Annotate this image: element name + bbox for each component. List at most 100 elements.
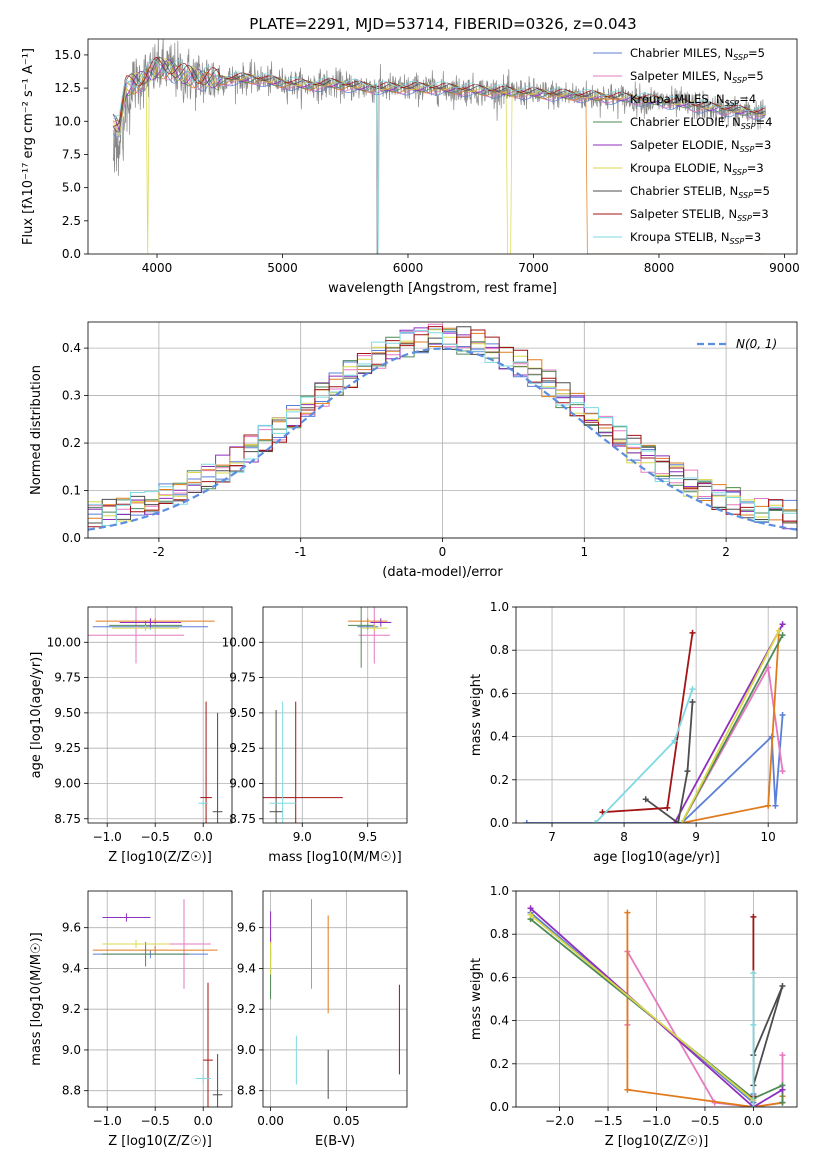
errorbar-chabrier-stelib — [212, 1054, 223, 1107]
weight-marker-salpeter-stelib — [689, 629, 696, 636]
spectrum-panel: 4000 5000 6000 7000 8000 9000 0.0 2.5 5.0 7.5 10.0… — [21, 38, 800, 296]
x-axis-label: E(B-V) — [315, 1134, 355, 1149]
weight-marker-chabrier-stelib — [779, 983, 786, 990]
errorbar-salpeter-elodie — [119, 618, 182, 627]
y-tick-label: 8.75 — [54, 812, 81, 826]
x-tick-label: −1.0 — [642, 1114, 671, 1128]
weight-marker-salpeter-stelib — [664, 804, 671, 811]
x-tick-label: −0.5 — [690, 1114, 719, 1128]
weight-marker-kroupa-stelib — [750, 1021, 757, 1028]
weight-marker-salpeter-elodie — [779, 1086, 786, 1093]
weight-marker-chabrier-elodie — [779, 632, 786, 639]
weight-marker-kroupa-elodie — [775, 627, 782, 634]
weight-marker-kroupa-miles — [624, 1086, 631, 1093]
legend-entry-kroupa-stelib-n: Kroupa STELIB, NSSP=3 — [630, 230, 761, 246]
figure-title: PLATE=2291, MJD=53714, FIBERID=0326, z=0… — [249, 15, 636, 33]
y-tick-label: 9.6 — [237, 921, 256, 935]
x-tick-label: −2.0 — [545, 1114, 574, 1128]
axes-frame — [515, 606, 798, 824]
normal-curve — [88, 347, 797, 531]
y-tick-label: 2.5 — [62, 214, 81, 228]
spectrum-model-salpeter-stelib — [113, 56, 766, 127]
errorbar-chabrier-elodie — [348, 607, 375, 668]
age-vs-Z-points — [88, 607, 223, 823]
y-tick-label: 9.2 — [62, 1002, 81, 1016]
y-tick-label: 7.5 — [62, 147, 81, 161]
errorbar-kroupa-stelib — [195, 1074, 211, 1083]
errorbar-kroupa-stelib — [198, 800, 208, 807]
x-tick-label: 8 — [620, 830, 628, 844]
histogram-kroupa-stelib — [88, 329, 797, 526]
y-tick-label: 0.8 — [490, 927, 509, 941]
x-tick-label: −1.0 — [93, 1114, 122, 1128]
y-tick-label: 0.4 — [490, 1014, 509, 1028]
errorbar-kroupa-miles — [95, 618, 215, 624]
weight-marker-salpeter-stelib — [750, 913, 757, 920]
errorbar-salpeter-stelib — [263, 701, 343, 823]
y-tick-label: 0.4 — [62, 341, 81, 355]
weight-line-chabrier-stelib — [752, 985, 784, 1107]
weight-vs-Z-panel: −2.0 −1.5 −1.0 −0.5 0.0 0.0 0.2 0.4 0.6 0.8 1.0 Z [… — [469, 884, 798, 1149]
mass-vs-ebv-points — [270, 899, 400, 1099]
y-tick-label: 15.0 — [54, 48, 81, 62]
y-axis-label: Flux [fλ10⁻¹⁷ erg cm⁻² s⁻¹ A⁻¹] — [21, 48, 36, 245]
legend-entry-salpeter-stelib-n: Salpeter STELIB, NSSP=3 — [630, 207, 769, 223]
errorbar-salpeter-stelib — [200, 701, 212, 823]
x-axis-label: wavelength [Angstrom, rest frame] — [328, 281, 557, 296]
x-tick-label: 0.00 — [257, 1114, 284, 1128]
y-tick-label: 0.0 — [490, 816, 509, 830]
y-tick-label: 9.4 — [237, 961, 256, 975]
legend-entry-chabrier-elodie-n: Chabrier ELODIE, NSSP=4 — [630, 115, 772, 131]
weight-marker-kroupa-elodie — [527, 911, 534, 918]
x-tick-label: 7000 — [518, 261, 549, 275]
mass-vs-Z-panel: −1.0 −0.5 0.0 8.8 9.0 9.2 9.4 9.6 Z [log10(Z/Z☉)… — [29, 890, 233, 1149]
weight-marker-salpeter-miles — [779, 1052, 786, 1059]
y-tick-label: 0.2 — [62, 436, 81, 450]
y-tick-label: 8.8 — [237, 1084, 256, 1098]
y-tick-label: 12.5 — [54, 81, 81, 95]
histograms — [88, 323, 797, 531]
y-tick-label: 9.4 — [62, 961, 81, 975]
age-vs-mass-points — [263, 607, 392, 823]
y-tick-label: 10.0 — [54, 114, 81, 128]
weight-line-kroupa-elodie — [680, 630, 780, 823]
y-tick-label: 9.75 — [54, 671, 81, 685]
y-tick-label: 10.00 — [47, 635, 81, 649]
y-tick-label: 9.75 — [229, 671, 256, 685]
weight-line-salpeter-miles — [680, 664, 784, 823]
axes-frame — [262, 890, 408, 1108]
x-tick-label: 9.0 — [293, 830, 312, 844]
y-tick-label: 9.25 — [229, 741, 256, 755]
legend-entry-chabrier-miles-n: Chabrier MILES, NSSP=5 — [630, 46, 765, 62]
spectrum-model-kroupa-stelib — [112, 59, 766, 254]
x-tick-label: −1.0 — [93, 830, 122, 844]
x-tick-label: -1 — [295, 545, 307, 559]
x-tick-label: 4000 — [142, 261, 173, 275]
age-vs-mass-panel: 9.0 9.5 8.75 9.00 9.25 9.50 9.75 10.00 mass [log… — [222, 606, 408, 865]
errorbar-kroupa-stelib — [269, 701, 296, 823]
y-axis-label: Normed distribution — [29, 365, 44, 495]
weight-vs-age-panel: 7 8 9 10 0.0 0.2 0.4 0.6 0.8 1.0 age [log10(age/yr… — [469, 600, 798, 865]
y-tick-label: 0.6 — [490, 686, 509, 700]
y-tick-label: 9.6 — [62, 921, 81, 935]
x-axis-label: Z [log10(Z/Z☉)] — [108, 850, 212, 865]
legend-entry-salpeter-elodie-n: Salpeter ELODIE, NSSP=3 — [630, 138, 771, 154]
y-tick-label: 9.50 — [54, 706, 81, 720]
x-tick-label: 0.0 — [744, 1114, 763, 1128]
spectrum-legend: Chabrier MILES, NSSP=5 Salpeter MILES, NS… — [593, 46, 772, 246]
y-tick-label: 9.50 — [229, 706, 256, 720]
x-tick-label: -2 — [153, 545, 165, 559]
x-axis-label: Z [log10(Z/Z☉)] — [108, 1134, 212, 1149]
spectrum-lines — [112, 39, 766, 254]
weight-marker-kroupa-stelib — [750, 1104, 757, 1107]
weight-marker-kroupa-miles — [624, 909, 631, 916]
x-tick-label: −0.5 — [141, 830, 170, 844]
x-tick-label: −0.5 — [141, 1114, 170, 1128]
y-tick-label: 0.1 — [62, 484, 81, 498]
errorbar-salpeter-miles — [88, 607, 184, 664]
mass-vs-ebv-panel: 0.00 0.05 8.8 9.0 9.2 9.4 9.6 E(B-V) — [237, 890, 408, 1149]
y-tick-label: 0.3 — [62, 389, 81, 403]
weight-marker-chabrier-stelib — [675, 820, 682, 823]
errorbar-kroupa-miles — [92, 946, 218, 955]
weight-marker-kroupa-miles — [765, 802, 772, 809]
